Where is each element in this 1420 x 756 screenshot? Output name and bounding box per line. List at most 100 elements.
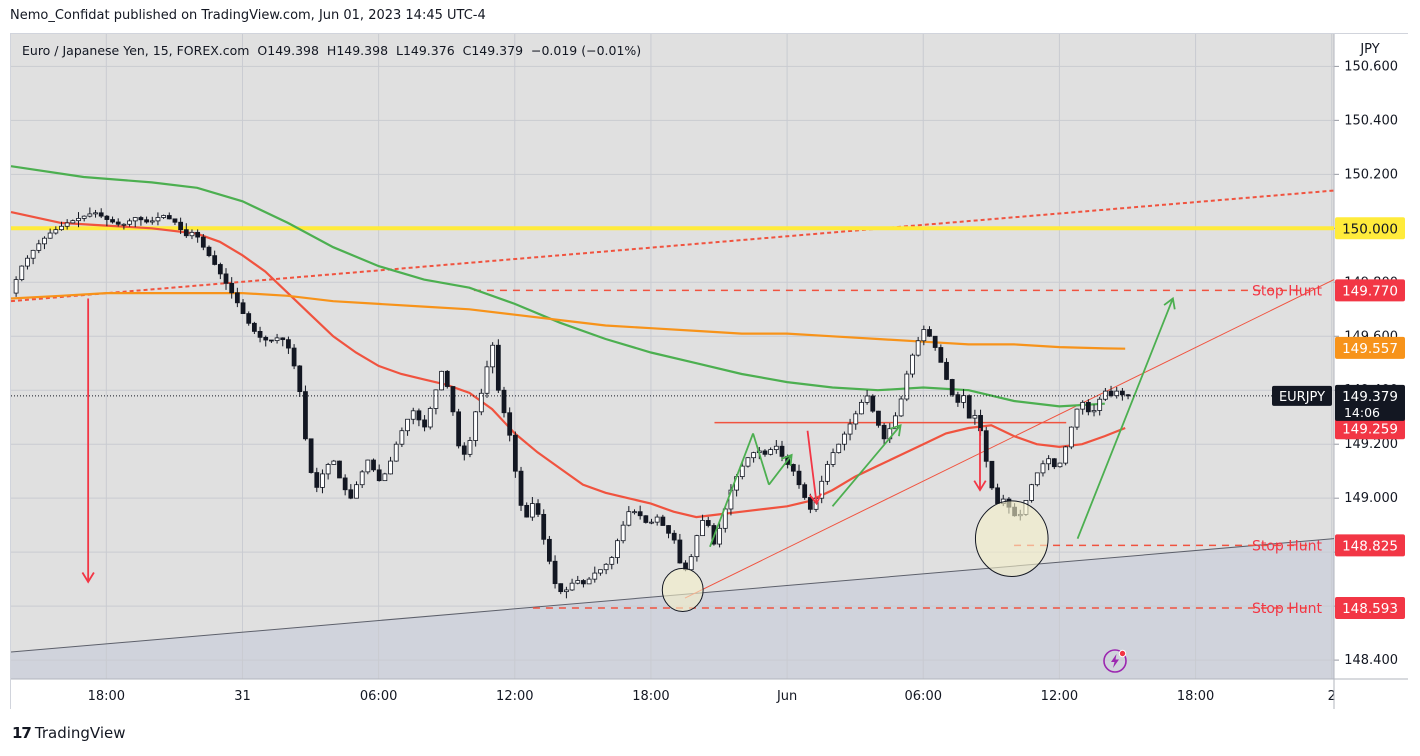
candle-body [320, 473, 325, 488]
green-arrow-line [831, 424, 902, 507]
candle-body [1029, 484, 1035, 501]
candle-body [932, 335, 938, 348]
candle-body [212, 255, 218, 265]
candle-body [280, 337, 286, 341]
time-tick-label: 18:00 [88, 689, 125, 704]
candle-body [325, 464, 331, 475]
candle-body [297, 365, 303, 392]
stop-hunt-label: Stop Hunt [1252, 538, 1323, 554]
candle-body [1085, 401, 1091, 413]
candle-body [217, 264, 223, 275]
candle-body [649, 521, 654, 524]
candle-body [581, 580, 586, 585]
candle-body [717, 527, 722, 545]
price-tag-bg [1335, 534, 1405, 557]
candle-body [234, 292, 240, 304]
candle-body [790, 464, 796, 472]
candle-body [371, 459, 376, 471]
candle-body [904, 373, 910, 400]
candle-body [416, 410, 422, 421]
candle-body [881, 424, 887, 440]
price-tag-bg [1335, 217, 1405, 240]
candle-body [127, 220, 132, 225]
candle-body [110, 219, 115, 223]
candle-body [620, 524, 626, 542]
tradingview-brand[interactable]: 17 TradingView [12, 724, 126, 742]
price-tag-bg [1335, 279, 1405, 302]
tradingview-logo-icon: 17 [12, 724, 32, 742]
stop-hunt-label: Stop Hunt [1252, 601, 1323, 617]
candle-body [949, 379, 955, 396]
candle-body [19, 265, 25, 280]
price-tag-bg [1335, 336, 1405, 359]
high-label: H [326, 43, 337, 58]
candle-body [938, 347, 944, 363]
candle-body [206, 246, 212, 257]
close-label: C [462, 43, 472, 58]
price-tag-value: 149.770 [1342, 283, 1398, 299]
candle-body [269, 339, 274, 342]
candle-body [93, 212, 98, 215]
candle-body [575, 580, 581, 584]
candle-body [189, 231, 195, 237]
last-price-tag-value: 149.379 [1342, 389, 1398, 405]
candle-body [229, 282, 235, 294]
time-tick-label: 06:00 [360, 689, 397, 704]
price-tag-value: 150.000 [1342, 221, 1398, 237]
moving-average-line [10, 211, 1126, 519]
candle-body [59, 225, 64, 231]
candle-body [995, 487, 1000, 504]
candle-body [183, 229, 189, 237]
trend-line [10, 189, 1335, 303]
candle-body [1057, 462, 1063, 468]
candle-body [847, 423, 853, 435]
candle-body [161, 215, 166, 218]
candle-body [450, 386, 456, 413]
candle-body [433, 389, 439, 409]
candle-body [819, 480, 825, 499]
candle-body [144, 219, 149, 223]
candle-body [836, 443, 842, 454]
currency-label: JPY [1359, 42, 1379, 57]
lightning-icon[interactable] [1102, 648, 1128, 674]
candle-body [972, 415, 978, 419]
candle-body [410, 410, 416, 420]
candle-body [535, 503, 541, 515]
candle-body [1102, 390, 1108, 400]
candle-body [149, 220, 155, 223]
candle-body [376, 469, 382, 482]
candle-body [598, 569, 603, 574]
candle-body [824, 464, 830, 482]
price-tag-value: 149.259 [1342, 421, 1398, 437]
candle-body [166, 215, 172, 220]
symbol-tag-bg [1272, 385, 1332, 406]
green-arrow-head [889, 424, 902, 437]
candle-body [762, 450, 768, 455]
candle-body [751, 452, 757, 459]
candle-body [1114, 390, 1120, 397]
candle-body [552, 560, 558, 585]
candle-body [927, 329, 932, 337]
candle-body [155, 217, 161, 222]
green-arrow-line [768, 454, 793, 486]
bar-countdown: 14:06 [1344, 405, 1380, 420]
time-tick-label: 12:00 [1041, 689, 1078, 704]
time-tick-label: 2 [1328, 689, 1336, 704]
brand-name: TradingView [34, 724, 126, 742]
time-axis-background [11, 679, 1408, 709]
candle-body [666, 525, 671, 534]
candle-body [25, 257, 30, 267]
candle-body [1120, 390, 1125, 396]
price-tag-bg [1335, 417, 1405, 440]
candle-body [564, 589, 569, 593]
candle-body [132, 217, 138, 222]
open-value: 149.398 [267, 43, 319, 58]
candle-body [200, 236, 206, 248]
candle-body [541, 513, 547, 540]
candle-body [365, 459, 371, 473]
red-arrow-head [809, 493, 822, 506]
candle-body [660, 516, 666, 526]
price-tick-label: 150.400 [1344, 113, 1398, 128]
close-value: 149.379 [471, 43, 524, 58]
